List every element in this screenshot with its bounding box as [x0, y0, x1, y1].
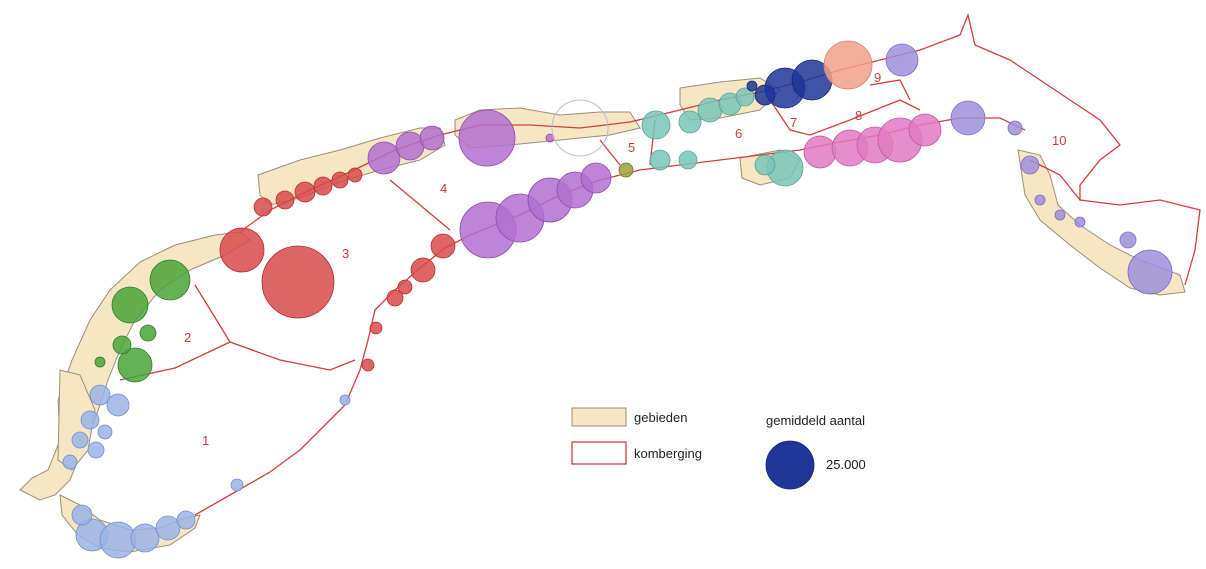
- circle-teal: [641, 110, 671, 140]
- bird-circles: [62, 40, 1173, 559]
- compartment-1: 1: [202, 433, 209, 448]
- compartment-3: 3: [342, 246, 349, 261]
- compartment-5: 5: [628, 140, 635, 155]
- circle-green: [94, 356, 106, 368]
- circle-red: [331, 171, 349, 189]
- circle-blue: [99, 521, 137, 559]
- circle-blue: [89, 384, 111, 406]
- circle-lavender: [1034, 194, 1046, 206]
- legend-size-circle: [765, 440, 815, 490]
- compartment-10: 10: [1052, 133, 1066, 148]
- compartment-9: 9: [874, 70, 881, 85]
- circle-red: [410, 257, 436, 283]
- circle-teal: [754, 154, 776, 176]
- circle-red: [430, 233, 456, 259]
- circle-purple: [367, 141, 401, 175]
- circle-blue: [106, 393, 130, 417]
- circle-red: [397, 279, 413, 295]
- circle-blue: [176, 510, 196, 530]
- circle-blue: [230, 478, 244, 492]
- circle-blue: [71, 504, 93, 526]
- circle-blue: [339, 394, 351, 406]
- circle-green: [149, 259, 191, 301]
- circle-navy: [746, 80, 758, 92]
- circle-lavender: [885, 43, 919, 77]
- boundary-east-inner: [1029, 159, 1081, 201]
- boundary-3-4: [389, 179, 451, 231]
- circle-lavender: [950, 100, 986, 136]
- circle-red: [386, 289, 404, 307]
- circle-blue: [155, 515, 181, 541]
- legend-size-title: gemiddeld aantal: [766, 413, 865, 428]
- compartment-8: 8: [855, 108, 862, 123]
- compartment-labels: 1 2 3 4 5 6 7 8 9 10: [184, 70, 1066, 448]
- circle-teal: [678, 110, 702, 134]
- boundary-north-coast: [239, 12, 1201, 286]
- circle-lavender: [1020, 155, 1040, 175]
- circle-red: [313, 176, 333, 196]
- circle-blue: [71, 431, 89, 449]
- boundary-2-3: [194, 284, 231, 343]
- circle-teal: [678, 150, 698, 170]
- circle-lavender: [1074, 216, 1086, 228]
- circle-outline: [551, 99, 609, 157]
- legend-size-value: 25.000: [826, 457, 866, 472]
- boundary-7-8: [769, 99, 921, 136]
- compartment-2: 2: [184, 330, 191, 345]
- circle-green: [117, 347, 153, 383]
- circle-blue: [62, 454, 78, 470]
- circle-green: [112, 335, 132, 355]
- circle-blue: [130, 523, 160, 553]
- circle-red: [261, 245, 335, 319]
- circle-red: [361, 358, 375, 372]
- circle-lavender: [1127, 249, 1173, 295]
- circle-navy: [754, 84, 776, 106]
- circle-lavender: [1007, 120, 1023, 136]
- boundary-1-2: [119, 341, 356, 381]
- circle-purple: [419, 125, 445, 151]
- circle-teal: [735, 87, 755, 107]
- circle-red: [275, 190, 295, 210]
- compartment-6: 6: [735, 126, 742, 141]
- legend-label-gebieden: gebieden: [634, 410, 688, 425]
- circle-salmon: [823, 40, 873, 90]
- circle-red: [219, 227, 265, 273]
- circle-pink: [908, 113, 942, 147]
- legend-label-komberging: komberging: [634, 446, 702, 461]
- circle-purple: [580, 162, 612, 194]
- circle-red: [369, 321, 383, 335]
- circle-teal: [697, 97, 723, 123]
- legend: gebieden komberging gemiddeld aantal 25.…: [571, 407, 866, 490]
- circle-pink: [803, 135, 837, 169]
- compartment-4: 4: [440, 181, 447, 196]
- circle-blue: [97, 424, 113, 440]
- boundary-9: [869, 79, 911, 101]
- circle-lavender: [1119, 231, 1137, 249]
- circle-green: [111, 286, 149, 324]
- circle-lavender: [1054, 209, 1066, 221]
- circle-blue: [80, 410, 100, 430]
- circle-red: [253, 197, 273, 217]
- circle-purple: [458, 109, 516, 167]
- circle-blue: [87, 441, 105, 459]
- circle-green: [139, 324, 157, 342]
- compartment-7: 7: [790, 115, 797, 130]
- circle-olive: [618, 162, 634, 178]
- legend-swatch-gebieden: [571, 407, 627, 427]
- legend-swatch-komberging: [571, 441, 627, 465]
- circle-red: [347, 167, 363, 183]
- circle-teal: [649, 149, 671, 171]
- gebieden-areas: [19, 77, 1186, 553]
- circle-red: [294, 181, 316, 203]
